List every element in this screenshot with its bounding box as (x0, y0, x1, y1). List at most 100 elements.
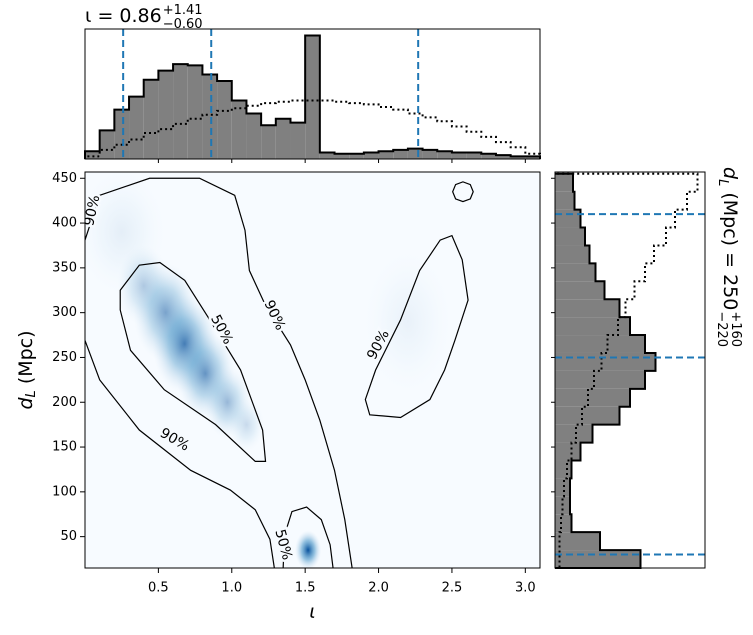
y-tick-label: 150 (52, 440, 77, 455)
contour-line (364, 234, 469, 419)
histogram-bar (85, 151, 100, 159)
histogram-bar (231, 100, 247, 159)
y-tick-label: 400 (52, 216, 77, 231)
x-tick-label: 3.0 (515, 581, 536, 596)
histogram-bar (555, 478, 570, 497)
histogram-bar (555, 370, 645, 389)
histogram-bar (555, 191, 575, 210)
title: dL (Mpc) = 250 (715, 167, 741, 310)
histogram-bar (555, 460, 572, 479)
y-tick-label: 200 (52, 395, 77, 410)
histogram-bar (290, 122, 306, 159)
histogram-bar (555, 550, 641, 568)
histogram-bar (555, 317, 630, 336)
histogram-bar (555, 532, 600, 551)
x-tick-label: 2.5 (442, 581, 463, 596)
y-title: dL (Mpc) = 250+160−220 (714, 167, 743, 347)
x-tick-label: 2.0 (368, 581, 389, 596)
histogram-bar (555, 173, 573, 192)
density-map: 90%50% 90%90%50%90% (85, 172, 540, 568)
histogram-bar (555, 388, 630, 407)
histogram-bar (114, 109, 130, 159)
histogram-bar (510, 156, 526, 159)
lower-error: −220 (714, 311, 729, 347)
histogram-bar (173, 64, 188, 159)
unit: (Mpc) (15, 330, 37, 390)
panel-frame (84, 171, 541, 569)
y-tick-label: 100 (52, 484, 77, 499)
histogram-bar (555, 352, 656, 371)
prior-outline (555, 172, 699, 569)
title: ι = 0.86 (85, 5, 162, 27)
prior-outline (84, 99, 541, 159)
histogram-bar (378, 151, 394, 159)
histogram-bar (143, 79, 159, 159)
histogram-bar (319, 152, 335, 159)
histogram-bar (246, 113, 262, 159)
y-tick-label: 50 (60, 529, 77, 544)
histogram-bar (422, 149, 438, 159)
histogram-bar (451, 152, 467, 159)
histogram-bar (466, 152, 482, 159)
histogram-bar (555, 263, 596, 282)
x-tick-label: 0.5 (148, 581, 169, 596)
histogram-bar (555, 442, 581, 461)
histogram-bar (334, 153, 350, 159)
histogram-bar (555, 209, 581, 228)
histogram-bar (217, 81, 232, 159)
title-part: d (719, 167, 741, 180)
panel-frame (554, 171, 706, 569)
histogram-bar (555, 281, 605, 300)
histogram-bar (202, 74, 218, 159)
upper-error: +160 (728, 311, 743, 347)
subscript: L (24, 390, 39, 397)
y-axis-label: dL (Mpc) (15, 330, 39, 409)
title-part: L (715, 179, 730, 186)
y-tick-label: 300 (52, 305, 77, 320)
contour-line (452, 181, 474, 203)
x-axis-label: ι (309, 601, 315, 623)
histogram-bar (99, 130, 115, 159)
lower-error: −0.60 (163, 17, 203, 32)
histogram-bar (129, 96, 144, 159)
histogram-bar (275, 118, 291, 159)
histogram-bar (555, 406, 620, 425)
density-blob (228, 397, 265, 452)
upper-error: +1.41 (163, 3, 203, 18)
histogram-outline (84, 34, 541, 159)
contour-line (85, 177, 353, 568)
histogram-bar (555, 227, 585, 246)
title-part: (Mpc) = 250 (719, 186, 741, 310)
histogram-bar (261, 125, 276, 159)
contour-line (282, 506, 334, 568)
histogram-bar (407, 148, 423, 159)
histogram-bar (555, 245, 590, 264)
x-tick-label: 1.0 (221, 581, 242, 596)
histogram-bar (393, 149, 408, 159)
histogram-bar (363, 152, 379, 159)
histogram-bar (555, 424, 593, 443)
histogram-bar (349, 153, 364, 159)
histogram-bar (495, 155, 511, 159)
histogram-bar (555, 299, 620, 318)
histogram-bar (158, 70, 174, 159)
panel-frame (84, 28, 541, 160)
histogram-bar (187, 65, 203, 159)
density-blob (363, 249, 452, 394)
histogram-bar (437, 151, 452, 159)
histogram-bar (555, 335, 645, 353)
x-tick-label: 1.5 (295, 581, 316, 596)
y-tick-label: 450 (52, 171, 77, 186)
histogram-bar (555, 514, 572, 533)
x-title: ι = 0.86 +1.41−0.60 (85, 3, 203, 32)
y-tick-label: 250 (52, 350, 77, 365)
density-blob (294, 530, 322, 568)
histogram-outline (555, 172, 657, 569)
y-tick-label: 350 (52, 260, 77, 275)
histogram-bar (481, 153, 496, 159)
contour-line (119, 261, 267, 462)
histogram-bar (305, 35, 320, 159)
title-part: ι = 0.86 (85, 5, 162, 27)
histogram-bar (525, 156, 540, 159)
